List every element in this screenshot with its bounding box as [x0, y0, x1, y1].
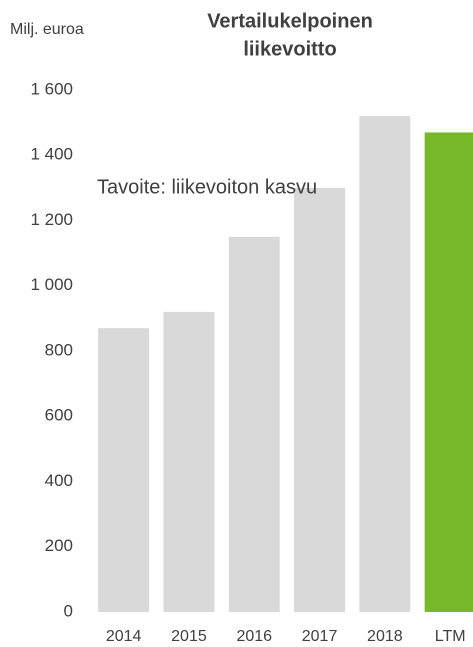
- bar: [359, 116, 411, 612]
- bar: [98, 328, 150, 612]
- y-tick-label: 1 400: [30, 145, 73, 164]
- y-tick-label: 600: [45, 406, 73, 425]
- x-tick-label: 2015: [171, 628, 207, 645]
- y-tick-label: 0: [64, 601, 73, 620]
- x-tick-label: 2017: [302, 628, 338, 645]
- chart-title: liikevoitto: [243, 38, 336, 60]
- y-tick-label: 200: [45, 536, 73, 555]
- y-tick-label: 800: [45, 340, 73, 359]
- bar: [294, 187, 346, 612]
- x-tick-label: 2018: [367, 628, 403, 645]
- y-tick-label: 400: [45, 471, 73, 490]
- x-tick-label: LTM: [435, 628, 466, 645]
- x-tick-label: 2016: [236, 628, 272, 645]
- bar: [163, 311, 215, 612]
- y-tick-label: 1 200: [30, 210, 73, 229]
- y-tick-label: 1 600: [30, 79, 73, 98]
- annotation: Tavoite: liikevoiton kasvu: [97, 176, 317, 198]
- bar: [424, 132, 473, 612]
- y-axis-label: Milj. euroa: [10, 21, 84, 38]
- y-tick-label: 1 000: [30, 275, 73, 294]
- bar: [228, 236, 280, 612]
- chart-title: Vertailukelpoinen: [207, 10, 373, 32]
- x-tick-label: 2014: [106, 628, 142, 645]
